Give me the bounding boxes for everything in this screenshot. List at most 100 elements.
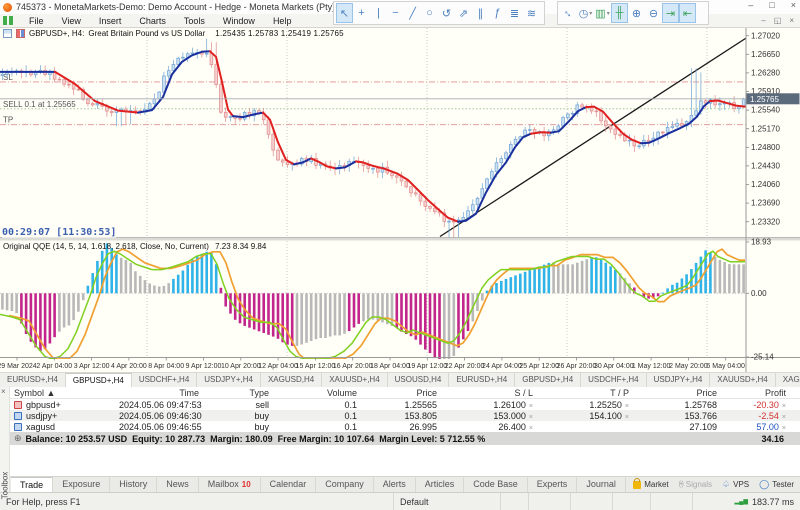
market-button[interactable]: Market (633, 477, 669, 489)
remove-sl-icon[interactable]: × (528, 413, 533, 421)
auto-scroll-icon[interactable]: ⇥ (662, 3, 679, 23)
chart-tab-xauusd-h4[interactable]: XAUUSD+,H4 (322, 373, 388, 387)
toolbox-tab-code-base[interactable]: Code Base (464, 477, 528, 492)
bar-chart-mode-dropdown-icon[interactable]: ▾ (606, 10, 610, 17)
vps-button[interactable]: ♤ VPS (722, 479, 750, 489)
toolbox-tab-trade[interactable]: Trade (11, 477, 54, 492)
remove-sl-icon[interactable]: × (528, 402, 533, 410)
close-trade-icon[interactable]: × (781, 424, 786, 432)
chart-tab-gbpusd-h4[interactable]: GBPUSD+,H4 (65, 373, 132, 387)
chart-restore-button[interactable]: ◱ (773, 16, 782, 25)
close-trade-icon[interactable]: × (781, 413, 786, 421)
toolbox-tab-experts[interactable]: Experts (528, 477, 578, 492)
crosshair-tool-icon[interactable]: + (358, 7, 365, 19)
vertical-line-tool-icon[interactable]: | (377, 7, 380, 19)
toolbox-tab-journal[interactable]: Journal (577, 477, 626, 492)
toolbox-tab-alerts[interactable]: Alerts (374, 477, 416, 492)
menu-insert[interactable]: Insert (98, 15, 122, 26)
menu-help[interactable]: Help (272, 15, 292, 26)
channel-tool-icon[interactable]: ∥ (477, 7, 484, 20)
signals-button[interactable]: (•) Signals (678, 480, 713, 489)
menu-view[interactable]: View (61, 15, 81, 26)
zoom-in-icon[interactable]: ⊕ (631, 7, 642, 20)
close-trade-icon[interactable]: × (781, 402, 786, 410)
toolbox-tab-exposure[interactable]: Exposure (53, 477, 111, 492)
trade-row-usdjpy+[interactable]: usdjpy+ 2024.05.06 09:46:30 buy 0.1 153.805 1… (10, 410, 800, 421)
svg-text:1 May 12:00: 1 May 12:00 (632, 363, 671, 370)
waves-tool-icon[interactable]: ≋ (526, 7, 537, 20)
window-title: 745373 - MonetaMarkets-Demo: Demo Accoun… (16, 2, 421, 12)
toolbox-tab-calendar[interactable]: Calendar (261, 477, 317, 492)
trade-symbol: usdjpy+ (26, 410, 58, 421)
menu-charts[interactable]: Charts (139, 15, 166, 26)
maximize-button[interactable]: □ (769, 0, 775, 10)
column-header-sl[interactable]: S / L (514, 387, 533, 398)
remove-tp-icon[interactable]: × (624, 402, 629, 410)
trendline-tool-icon[interactable]: ╱ (409, 7, 416, 20)
menu-file[interactable]: File (29, 15, 44, 26)
fibonacci-tool-icon[interactable]: ƒ (494, 7, 501, 19)
connection-status[interactable]: ▂▄▆ 183.77 ms (692, 493, 800, 510)
toolbox-tab-history[interactable]: History (110, 477, 158, 492)
cycle-lines-tool-icon[interactable]: ↺ (441, 7, 452, 20)
chart-tab-xauusd-h4[interactable]: XAUUSD+,H4 (710, 373, 776, 387)
chart-tab-gbpusd-h4[interactable]: GBPUSD+,H4 (515, 373, 582, 387)
timeframes-icon[interactable]: ◷ ▾ (578, 7, 593, 20)
arrow-tool-icon[interactable]: ⇗ (458, 7, 469, 20)
chart-tab-xagusd-h4[interactable]: XAGUSD,H4 (776, 373, 800, 387)
candle-mode-icon[interactable]: ╫ (611, 3, 628, 23)
timeframes-dropdown-icon[interactable]: ▾ (589, 10, 593, 17)
chart-minimize-button[interactable]: – (761, 16, 766, 25)
chart-close-button[interactable]: × (789, 16, 794, 25)
trade-type: buy (254, 421, 269, 432)
profile-selector[interactable]: Default (393, 493, 500, 510)
column-header-profit[interactable]: Profit (764, 387, 786, 398)
toolbox-tab-mailbox[interactable]: Mailbox 10 (199, 477, 261, 492)
column-header-price[interactable]: Price (696, 387, 717, 398)
column-header-time[interactable]: Time (179, 387, 199, 398)
chart-tab-eurusd-h4[interactable]: EURUSD+,H4 (449, 373, 516, 387)
column-header-type[interactable]: Type (249, 387, 269, 398)
market-bag-icon (633, 477, 642, 489)
trade-time: 2024.05.06 09:46:30 (119, 410, 202, 421)
toolbox-tab-news[interactable]: News (157, 477, 199, 492)
column-header-symbol[interactable]: Symbol ▲ (14, 387, 56, 398)
chart-tab-usdjpy-h4[interactable]: USDJPY+,H4 (197, 373, 261, 387)
toolbox-close-icon[interactable]: × (1, 387, 6, 396)
minimize-button[interactable]: – (748, 0, 754, 10)
chart-region[interactable]: SL SELL 0.1 at 1.25565 TP 1.27020 1.26650 1.2… (0, 27, 800, 373)
horizontal-line-tool-icon[interactable]: − (392, 7, 399, 19)
toolbox-tab-articles[interactable]: Articles (416, 477, 465, 492)
chart-shift-icon[interactable]: ⇤ (679, 3, 696, 23)
chart-tab-usousd-h4[interactable]: USOUSD,H4 (388, 373, 450, 387)
chart-tab-xagusd-h4[interactable]: XAGUSD,H4 (261, 373, 323, 387)
tester-button[interactable]: ◯ Tester (759, 479, 794, 489)
column-header-volume[interactable]: Volume (326, 387, 357, 398)
trade-row-gbpusd+[interactable]: gbpusd+ 2024.05.06 09:47:53 sell 0.1 1.25565… (10, 399, 800, 410)
zoom-out-icon[interactable]: ⊖ (648, 7, 659, 20)
menu-window[interactable]: Window (222, 15, 255, 26)
chart-tab-eurusd-h4[interactable]: EURUSD+,H4 (0, 373, 66, 387)
chart-tab-usdchf-h4[interactable]: USDCHF+,H4 (581, 373, 647, 387)
bar-chart-mode-icon[interactable]: ▥ ▾ (595, 7, 610, 20)
menu-tools[interactable]: Tools (183, 15, 205, 26)
close-button[interactable]: × (790, 0, 796, 10)
trade-row-xagusd[interactable]: xagusd 2024.05.06 09:46:55 buy 0.1 26.995 26.… (10, 421, 800, 432)
svg-text:1.25540: 1.25540 (751, 106, 780, 115)
remove-tp-icon[interactable]: × (624, 413, 629, 421)
svg-text:TP: TP (3, 116, 13, 125)
chart-tab-usdjpy-h4[interactable]: USDJPY+,H4 (647, 373, 711, 387)
remove-sl-icon[interactable]: × (528, 424, 533, 432)
svg-text:1.25910: 1.25910 (751, 87, 780, 96)
indicator-values: 7.23 8.34 9.84 (215, 242, 267, 251)
crosshair-expand-icon[interactable]: ↔ (560, 4, 577, 22)
cursor-tool-icon[interactable]: ↖ (336, 3, 353, 23)
chart-tab-usdchf-h4[interactable]: USDCHF+,H4 (132, 373, 198, 387)
objects-list-tool-icon[interactable]: ≣ (509, 7, 520, 20)
column-header-price[interactable]: Price (416, 387, 437, 398)
svg-text:29 Mar 2024: 29 Mar 2024 (0, 363, 37, 370)
toolbox-tab-company[interactable]: Company (316, 477, 374, 492)
svg-text:6 May 04:00: 6 May 04:00 (706, 363, 745, 370)
ellipse-tool-icon[interactable]: ○ (426, 7, 433, 19)
column-header-tp[interactable]: T / P (610, 387, 629, 398)
